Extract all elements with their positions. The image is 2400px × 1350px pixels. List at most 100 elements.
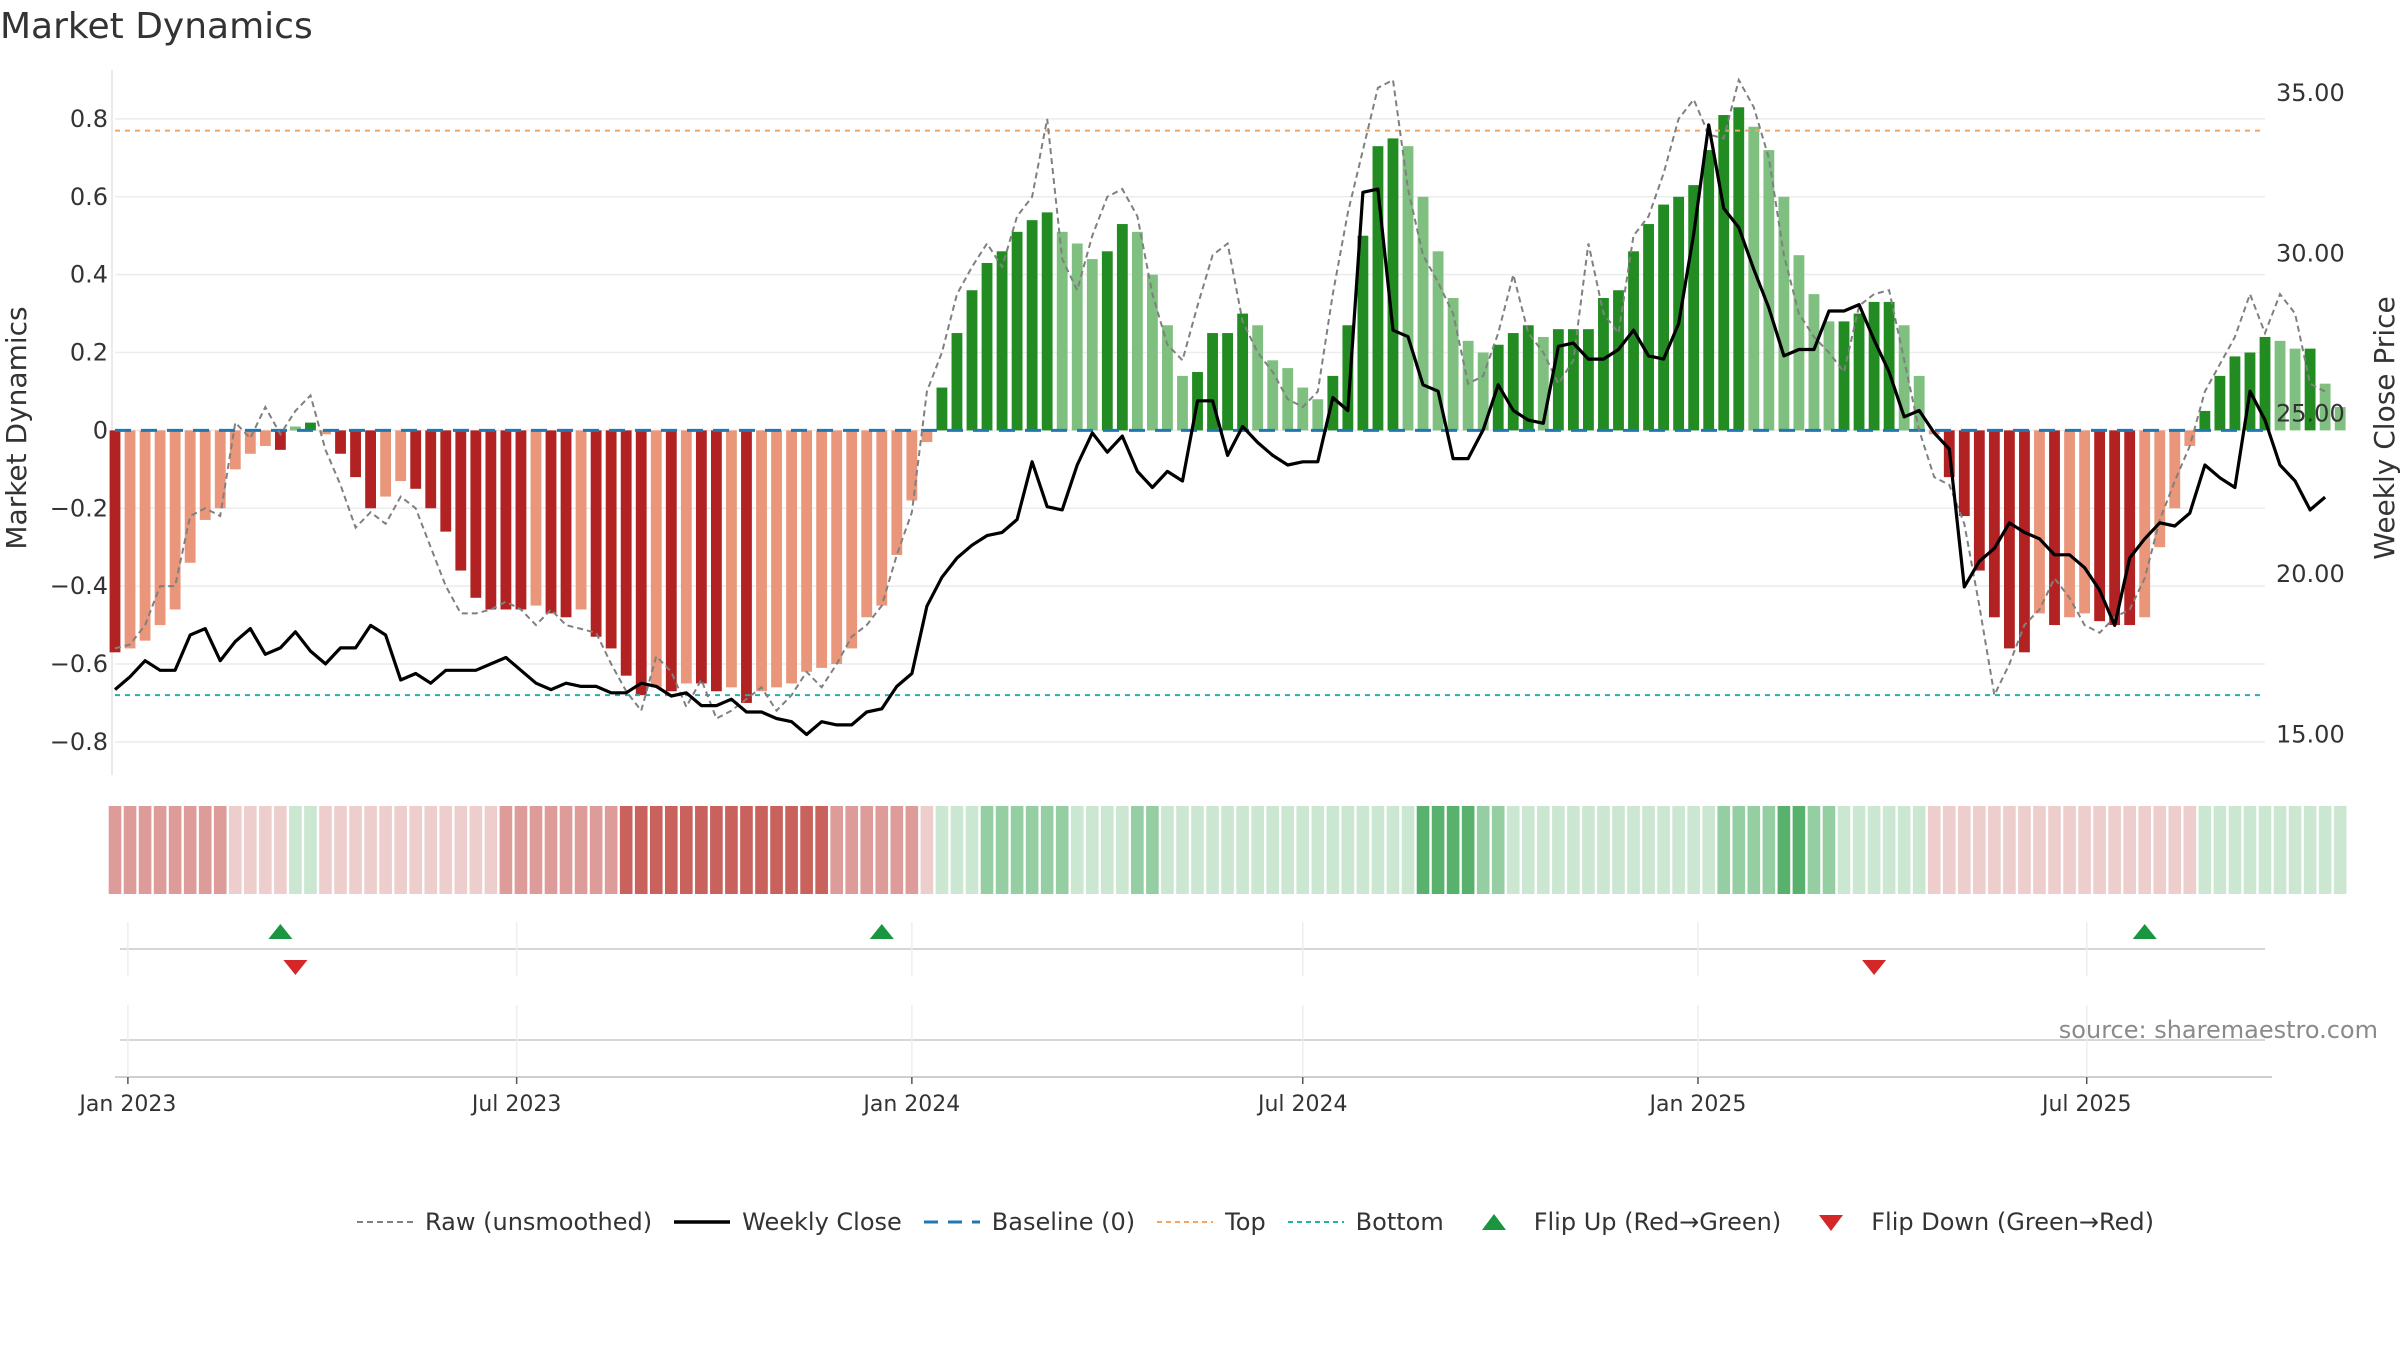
bar: [1688, 185, 1700, 431]
regime-cell: [1070, 806, 1084, 894]
regime-cell: [1040, 806, 1054, 894]
bar: [1342, 325, 1354, 431]
regime-cell: [1537, 806, 1550, 894]
regime-cell: [424, 806, 438, 894]
regime-cell: [664, 806, 678, 894]
legend-item: Raw (unsmoothed): [355, 1208, 652, 1236]
legend-symbol: [1819, 1215, 1844, 1231]
bar: [2229, 356, 2241, 431]
bar: [1823, 321, 1835, 431]
regime-cell: [1161, 806, 1174, 894]
bar: [665, 430, 677, 692]
bar: [831, 430, 843, 664]
bar: [455, 430, 467, 571]
regime-cell: [484, 806, 498, 894]
regime-cell: [1852, 806, 1866, 894]
bar: [365, 430, 377, 509]
bar: [109, 430, 121, 653]
regime-strip: [108, 806, 2347, 894]
bar: [1853, 313, 1865, 431]
bar: [650, 430, 662, 688]
regime-cell: [1116, 806, 1129, 894]
bar: [1537, 336, 1549, 431]
regime-cell: [1747, 806, 1761, 894]
bar: [530, 430, 542, 606]
bar: [1703, 150, 1715, 431]
bar-series: [109, 107, 2346, 703]
regime-cell: [574, 806, 588, 894]
regime-cell: [1672, 806, 1685, 894]
grid: [111, 70, 2265, 775]
bar: [1071, 243, 1083, 431]
legend-label: Raw (unsmoothed): [425, 1208, 653, 1236]
regime-cell: [1431, 806, 1445, 894]
regime-cell: [755, 806, 768, 894]
regime-cell: [725, 806, 738, 894]
regime-cell: [1491, 806, 1505, 894]
bar: [560, 430, 572, 618]
regime-cell: [845, 806, 859, 894]
regime-cell: [965, 806, 979, 894]
bar: [440, 430, 452, 532]
regime-cell: [198, 806, 212, 894]
bar: [1973, 430, 1985, 571]
y2-tick-label: 15.00: [2276, 721, 2345, 749]
regime-cell: [770, 806, 783, 894]
regime-cell: [274, 806, 287, 894]
regime-cell: [1266, 806, 1280, 894]
regime-cell: [153, 806, 167, 894]
regime-cell: [875, 806, 889, 894]
bar: [756, 430, 767, 692]
bar: [410, 430, 422, 489]
reference-lines: [115, 129, 2265, 697]
x-tick-label: Jul 2024: [1256, 1092, 1348, 1117]
bar: [1387, 138, 1399, 431]
bar: [741, 430, 752, 703]
regime-cell: [1702, 806, 1716, 894]
bar: [2154, 430, 2166, 548]
y-tick-label: −0.8: [50, 728, 108, 756]
legend-label: Flip Up (Red→Green): [1533, 1208, 1782, 1236]
regime-cell: [1476, 806, 1490, 894]
regime-cell: [168, 806, 182, 894]
regime-cell: [1416, 806, 1430, 894]
regime-cell: [2063, 806, 2076, 894]
regime-cell: [710, 806, 723, 894]
bar: [425, 430, 437, 509]
bar: [1432, 251, 1444, 431]
bar: [981, 262, 993, 431]
y-tick-label: 0: [93, 416, 108, 444]
regime-cell: [604, 806, 618, 894]
regime-cell: [1927, 806, 1941, 894]
bar: [395, 430, 407, 482]
bar: [1267, 360, 1279, 431]
regime-cell: [2258, 806, 2272, 894]
regime-cell: [469, 806, 483, 894]
bar: [470, 430, 482, 598]
bar: [1522, 325, 1534, 431]
regime-cell: [1897, 806, 1911, 894]
bar: [575, 430, 587, 610]
regime-cell: [1687, 806, 1700, 894]
bar: [605, 430, 617, 649]
regime-cell: [349, 806, 362, 894]
bar: [1402, 146, 1414, 431]
regime-cell: [920, 806, 934, 894]
regime-cell: [1521, 806, 1535, 894]
regime-cell: [123, 806, 137, 894]
bar: [1131, 231, 1143, 431]
bar: [2214, 375, 2226, 431]
regime-cell: [935, 806, 949, 894]
bar: [2003, 430, 2015, 649]
bar: [1222, 333, 1233, 431]
bar: [1507, 333, 1519, 431]
regime-cell: [228, 806, 242, 894]
bar: [891, 430, 903, 555]
y2-tick-label: 25.00: [2276, 400, 2345, 428]
bar: [966, 290, 978, 431]
bar: [259, 430, 271, 446]
regime-cell: [2288, 806, 2302, 894]
flip-up-marker: [268, 924, 293, 939]
bar: [1733, 107, 1745, 431]
regime-cell: [1627, 806, 1640, 894]
